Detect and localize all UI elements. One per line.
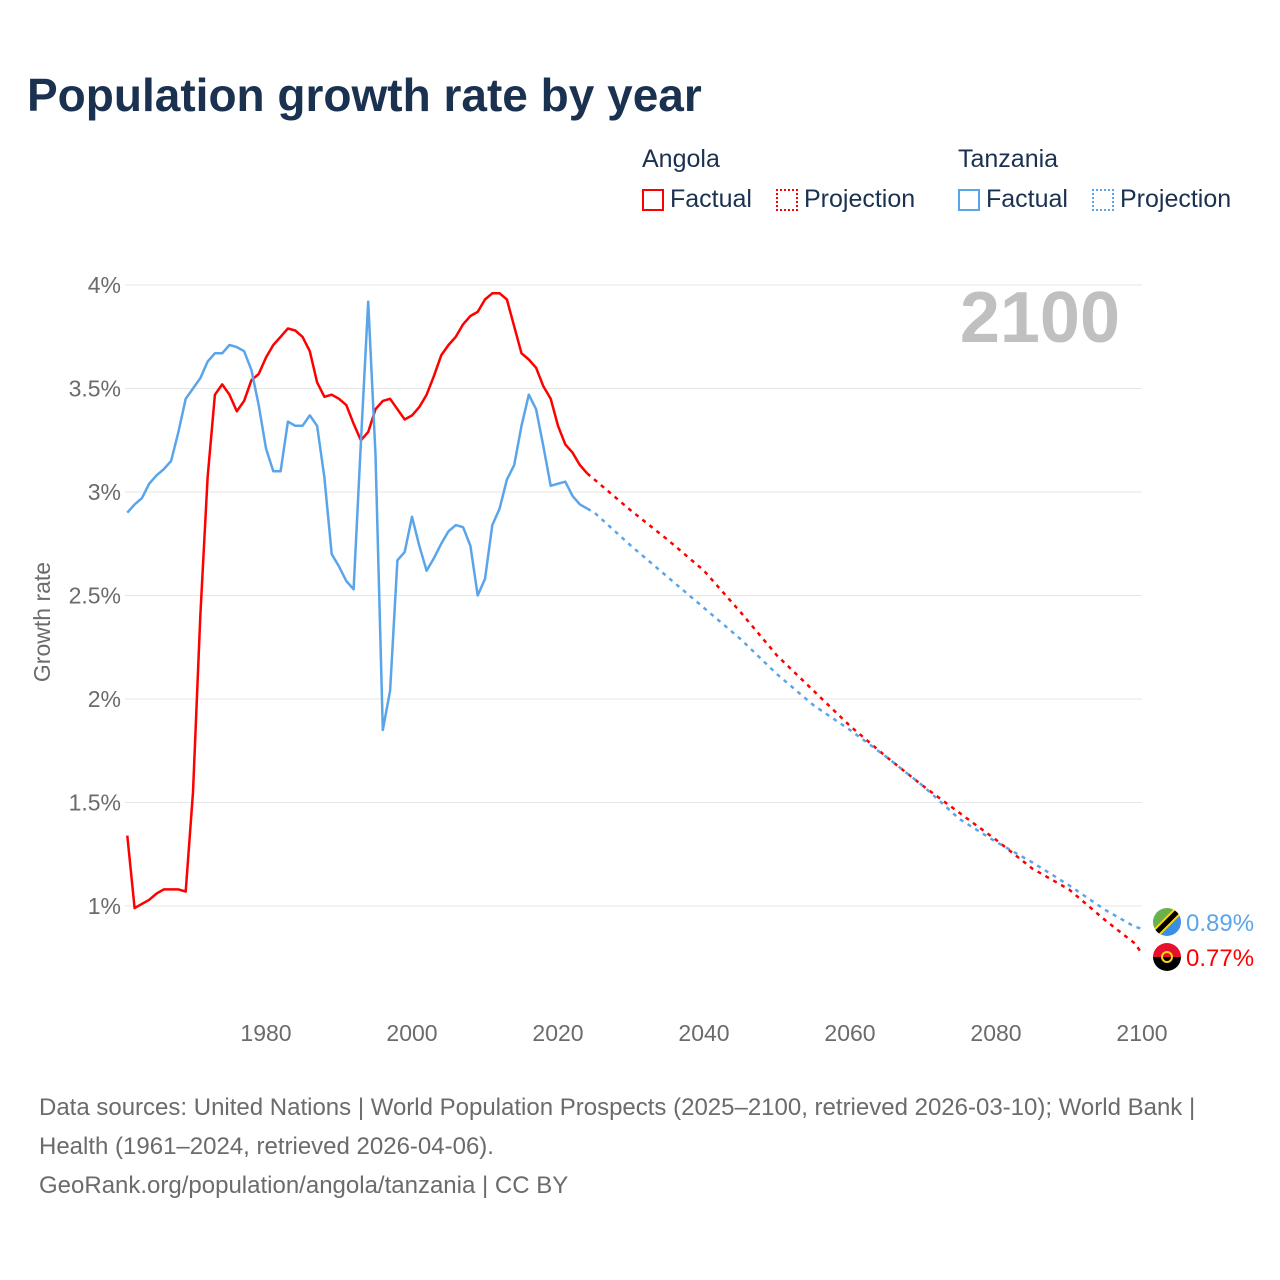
legend-angola-projection[interactable]: Projection <box>775 185 916 214</box>
legend-label: Factual <box>986 185 1068 213</box>
tanzania-projection-line <box>586 507 1143 931</box>
x-tick-label: 2080 <box>970 1020 1021 1046</box>
tanzania-end-label: 0.89% <box>1186 910 1254 937</box>
footer: Data sources: United Nations | World Pop… <box>39 1088 1239 1205</box>
angola-flag-icon <box>1153 943 1181 971</box>
data-sources: Data sources: United Nations | World Pop… <box>39 1094 1196 1160</box>
y-tick-label: 1% <box>88 893 121 919</box>
legend-angola-factual[interactable]: Factual <box>642 185 752 214</box>
x-tick-label: 2020 <box>532 1020 583 1046</box>
angola-projection-line <box>586 472 1144 955</box>
angola-factual-line <box>126 292 589 910</box>
tanzania-flag-icon <box>1153 908 1181 936</box>
legend-tanzania-factual[interactable]: Factual <box>958 185 1068 214</box>
y-tick-label: 3.5% <box>69 376 121 402</box>
y-tick-label: 4% <box>88 272 121 298</box>
dotted-swatch-icon <box>775 188 798 211</box>
y-tick-label: 2% <box>88 686 121 712</box>
solid-swatch-icon <box>642 188 664 211</box>
tanzania-factual-line <box>126 300 588 732</box>
x-tick-label: 2100 <box>1116 1020 1167 1046</box>
x-tick-label: 2060 <box>824 1020 875 1046</box>
x-tick-label: 2000 <box>386 1020 437 1046</box>
y-tick-label: 1.5% <box>69 790 121 816</box>
y-tick-label: 3% <box>88 479 121 505</box>
x-tick-label: 2040 <box>678 1020 729 1046</box>
credit-link[interactable]: GeoRank.org/population/angola/tanzania |… <box>39 1172 569 1199</box>
angola-end-label: 0.77% <box>1186 945 1254 972</box>
legend-label: Projection <box>1119 185 1232 213</box>
solid-swatch-icon <box>958 188 980 211</box>
x-tick-label: 1980 <box>240 1020 291 1046</box>
legend-tanzania: Tanzania Factual Projection <box>958 145 1231 214</box>
dotted-swatch-icon <box>1091 188 1114 211</box>
legend-tanzania-projection[interactable]: Projection <box>1091 185 1232 214</box>
legend-label: Factual <box>670 185 752 213</box>
y-tick-label: 2.5% <box>69 583 121 609</box>
y-axis-label: Growth rate <box>29 562 55 682</box>
legend-group-label: Angola <box>642 145 720 173</box>
chart-title: Population growth rate by year <box>27 69 702 121</box>
legend-label: Projection <box>803 185 916 213</box>
legend-angola: Angola Factual Projection <box>642 145 915 214</box>
year-watermark: 2100 <box>960 278 1120 358</box>
legend-group-label: Tanzania <box>958 145 1059 173</box>
